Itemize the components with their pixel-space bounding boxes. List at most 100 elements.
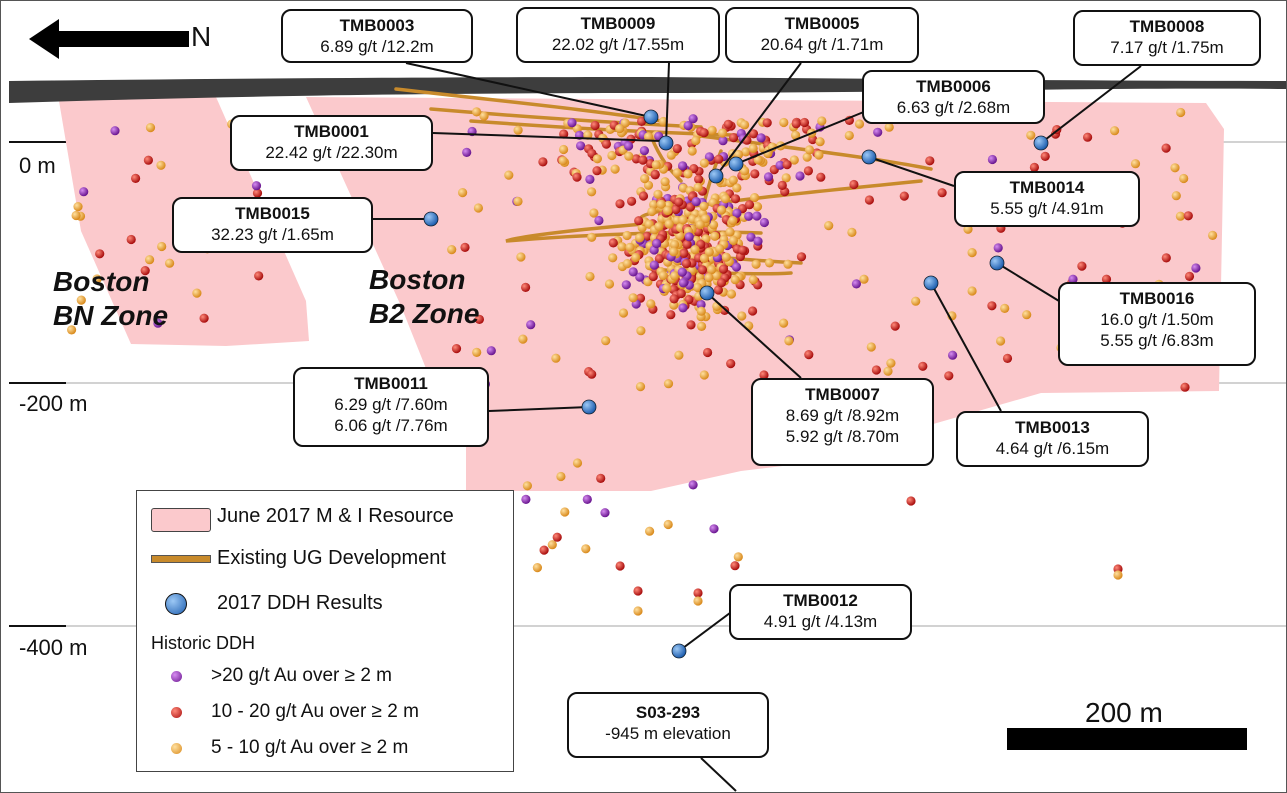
historic-ddh-dot — [590, 120, 600, 131]
historic-ddh-dot — [663, 205, 673, 216]
ddh-2017-dot — [658, 135, 674, 151]
historic-ddh-dot — [460, 242, 470, 252]
historic-ddh-dot — [717, 205, 727, 215]
historic-ddh-dot — [799, 117, 810, 128]
historic-ddh-dot — [696, 306, 706, 316]
historic-ddh-dot — [473, 203, 483, 213]
historic-ddh-dot — [748, 129, 759, 139]
historic-ddh-dot — [699, 201, 709, 211]
historic-ddh-dot — [728, 175, 738, 185]
legend-resource-label: June 2017 M & I Resource — [217, 505, 454, 527]
callout-tmb0003: TMB0003 6.89 g/t /12.2m — [281, 9, 473, 63]
historic-ddh-dot — [804, 145, 815, 155]
historic-ddh-dot — [1161, 253, 1171, 263]
historic-ddh-dot — [1026, 130, 1036, 140]
ddh-2017-dot — [923, 275, 939, 291]
historic-ddh-dot — [474, 314, 484, 324]
ddh-2017-dot — [861, 149, 877, 165]
historic-ddh-dot — [624, 141, 634, 151]
historic-ddh-dot — [581, 544, 591, 554]
historic-ddh-dot — [601, 139, 612, 149]
historic-ddh-dot — [646, 299, 656, 309]
historic-ddh-dot — [73, 202, 83, 212]
historic-ddh-dot — [610, 164, 620, 174]
callout-tmb0014: TMB0014 5.55 g/t /4.91m — [954, 171, 1140, 227]
historic-ddh-dot — [729, 133, 739, 143]
historic-ddh-dot — [653, 189, 663, 199]
historic-ddh-dot — [1113, 570, 1123, 580]
legend-historic-label-2: 10 - 20 g/t Au over ≥ 2 m — [211, 701, 419, 722]
historic-ddh-dot — [685, 202, 696, 212]
historic-ddh-dot — [670, 271, 680, 281]
historic-ddh-dot — [627, 196, 637, 206]
callout-value: 4.91 g/t /4.13m — [763, 612, 878, 631]
historic-ddh-dot — [651, 160, 661, 170]
historic-ddh-dot — [911, 296, 921, 306]
historic-ddh-dot — [725, 227, 735, 237]
historic-ddh-dot — [662, 283, 672, 293]
legend-resource-swatch — [151, 508, 211, 532]
historic-ddh-dot — [587, 232, 597, 242]
historic-ddh-dot — [676, 288, 686, 299]
historic-ddh-dot — [864, 195, 875, 205]
historic-ddh-dot — [890, 321, 900, 331]
ddh-2017-dot — [643, 109, 659, 125]
historic-ddh-dot — [92, 274, 102, 284]
historic-ddh-dot — [703, 347, 713, 358]
historic-ddh-dot — [683, 169, 693, 179]
historic-ddh-dot — [522, 481, 533, 491]
historic-ddh-dot — [859, 274, 869, 284]
historic-ddh-dot — [126, 234, 136, 245]
callout-tmb0011: TMB0011 6.29 g/t /7.60m 6.06 g/t /7.76m — [293, 367, 489, 447]
historic-ddh-dot — [678, 278, 688, 288]
callout-pointer — [488, 406, 590, 412]
legend-ddh-2017-dot — [165, 593, 187, 615]
historic-ddh-dot — [110, 126, 120, 136]
historic-ddh-dot — [948, 350, 958, 360]
historic-ddh-dot — [783, 259, 793, 269]
historic-ddh-dot — [624, 151, 634, 161]
historic-ddh-dot — [730, 194, 741, 204]
historic-ddh-dot — [157, 241, 167, 252]
historic-ddh-dot — [251, 181, 262, 191]
historic-ddh-dot — [987, 154, 998, 165]
historic-ddh-dot — [689, 164, 699, 174]
callout-id: TMB0015 — [235, 204, 310, 223]
historic-ddh-dot — [1175, 211, 1185, 221]
historic-ddh-dot — [714, 154, 724, 164]
historic-ddh-dot — [759, 217, 770, 228]
callout-pointer — [1040, 65, 1142, 144]
historic-ddh-dot — [740, 120, 750, 130]
historic-ddh-dot — [728, 215, 738, 226]
historic-ddh-dot — [744, 211, 754, 221]
historic-ddh-dot — [763, 172, 774, 182]
callout-value: 20.64 g/t /1.71m — [760, 35, 884, 54]
zone-bn-line2: BN Zone — [53, 300, 169, 331]
historic-ddh-dot — [1208, 230, 1218, 240]
historic-ddh-dot — [817, 116, 827, 126]
historic-ddh-dot — [699, 128, 709, 138]
callout-tmb0007: TMB0007 8.69 g/t /8.92m 5.92 g/t /8.70m — [751, 378, 934, 466]
historic-ddh-dot — [576, 141, 586, 151]
historic-ddh-dot — [587, 187, 597, 197]
callout-pointer — [930, 282, 1002, 412]
historic-ddh-dot — [782, 160, 792, 170]
legend-historic-dot-2 — [171, 707, 182, 718]
historic-ddh-dot — [642, 231, 652, 241]
historic-ddh-dot — [1068, 274, 1078, 284]
historic-ddh-dot — [572, 458, 583, 468]
historic-ddh-dot — [165, 258, 175, 268]
callout-value: 7.17 g/t /1.75m — [1110, 38, 1224, 57]
historic-ddh-dot — [156, 160, 166, 170]
historic-ddh-dot — [696, 299, 706, 310]
zone-label-bn: Boston BN Zone — [53, 265, 168, 333]
historic-ddh-dot — [638, 191, 649, 201]
callout-id: TMB0005 — [784, 14, 860, 33]
historic-ddh-dot — [640, 174, 650, 184]
historic-ddh-dot — [521, 494, 531, 504]
historic-ddh-dot — [967, 286, 977, 296]
historic-ddh-dot — [648, 271, 658, 282]
historic-ddh-dot — [71, 210, 81, 221]
historic-ddh-dot — [748, 275, 758, 285]
historic-ddh-dot — [963, 224, 973, 234]
